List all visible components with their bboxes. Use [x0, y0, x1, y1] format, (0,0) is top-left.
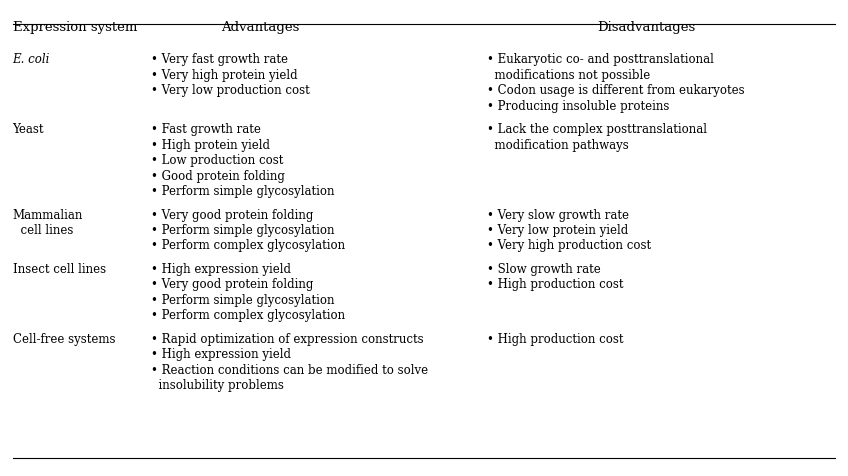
Text: insolubility problems: insolubility problems [151, 378, 284, 391]
Text: • Very low production cost: • Very low production cost [151, 84, 310, 97]
Text: • Perform simple glycosylation: • Perform simple glycosylation [151, 224, 335, 237]
Text: • High expression yield: • High expression yield [151, 262, 291, 275]
Text: Mammalian: Mammalian [13, 208, 83, 221]
Text: • Perform simple glycosylation: • Perform simple glycosylation [151, 293, 335, 306]
Text: • Lack the complex posttranslational: • Lack the complex posttranslational [487, 123, 707, 136]
Text: cell lines: cell lines [13, 224, 73, 237]
Text: • Slow growth rate: • Slow growth rate [487, 262, 600, 275]
Text: • Very slow growth rate: • Very slow growth rate [487, 208, 629, 221]
Text: Insect cell lines: Insect cell lines [13, 262, 106, 275]
Text: • Very good protein folding: • Very good protein folding [151, 208, 314, 221]
Text: Disadvantages: Disadvantages [597, 20, 695, 33]
Text: • Producing insoluble proteins: • Producing insoluble proteins [487, 99, 669, 112]
Text: • Very low protein yield: • Very low protein yield [487, 224, 628, 237]
Text: Expression system: Expression system [13, 20, 137, 33]
Text: • High production cost: • High production cost [487, 332, 623, 345]
Text: • Perform simple glycosylation: • Perform simple glycosylation [151, 185, 335, 198]
Text: • High production cost: • High production cost [487, 278, 623, 291]
Text: • Codon usage is different from eukaryotes: • Codon usage is different from eukaryot… [487, 84, 745, 97]
Text: • Very high production cost: • Very high production cost [487, 239, 651, 252]
Text: • Reaction conditions can be modified to solve: • Reaction conditions can be modified to… [151, 363, 428, 376]
Text: Cell-free systems: Cell-free systems [13, 332, 115, 345]
Text: • Perform complex glycosylation: • Perform complex glycosylation [151, 239, 345, 252]
Text: • Eukaryotic co- and posttranslational: • Eukaryotic co- and posttranslational [487, 53, 714, 66]
Text: modifications not possible: modifications not possible [487, 69, 650, 82]
Text: • Very high protein yield: • Very high protein yield [151, 69, 298, 82]
Text: • Good protein folding: • Good protein folding [151, 169, 285, 182]
Text: • Fast growth rate: • Fast growth rate [151, 123, 261, 136]
Text: • High expression yield: • High expression yield [151, 347, 291, 360]
Text: • Very fast growth rate: • Very fast growth rate [151, 53, 288, 66]
Text: E. coli: E. coli [13, 53, 50, 66]
Text: • Perform complex glycosylation: • Perform complex glycosylation [151, 308, 345, 322]
Text: Advantages: Advantages [221, 20, 299, 33]
Text: • High protein yield: • High protein yield [151, 139, 271, 151]
Text: • Rapid optimization of expression constructs: • Rapid optimization of expression const… [151, 332, 424, 345]
Text: • Very good protein folding: • Very good protein folding [151, 278, 314, 291]
Text: • Low production cost: • Low production cost [151, 154, 283, 167]
Text: Yeast: Yeast [13, 123, 44, 136]
Text: modification pathways: modification pathways [487, 139, 628, 151]
